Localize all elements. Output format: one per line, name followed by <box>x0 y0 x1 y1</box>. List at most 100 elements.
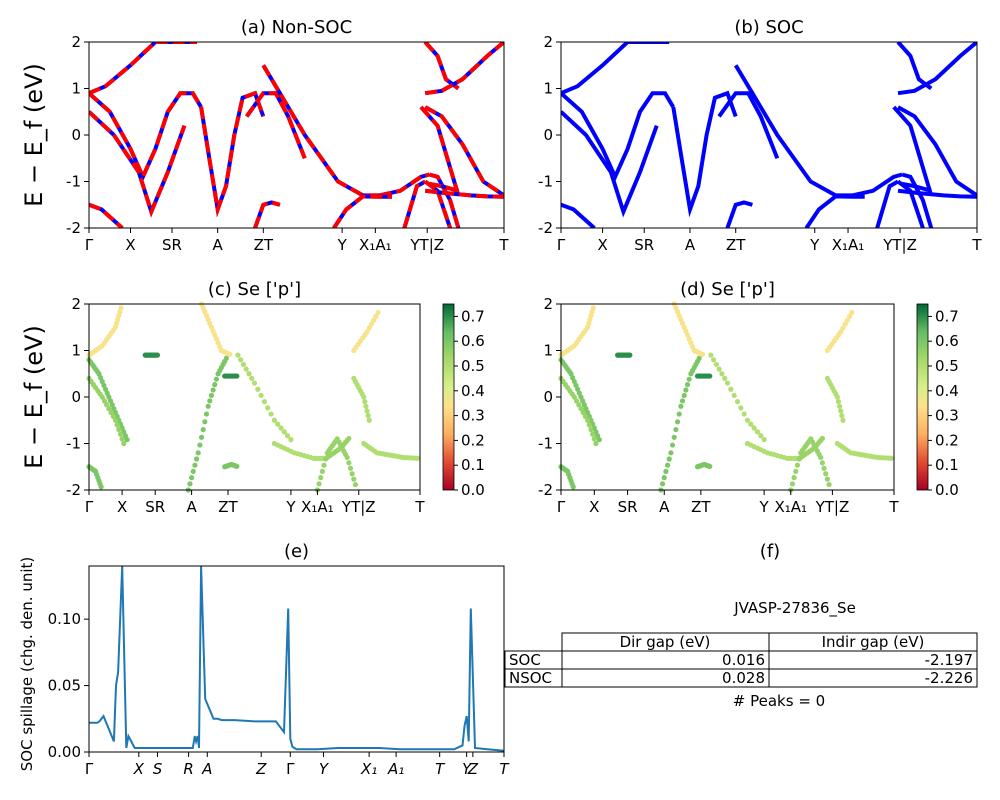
k-point-label: A <box>659 498 670 516</box>
band-point <box>108 409 114 416</box>
band-point <box>578 406 584 412</box>
band-line-red-dashed <box>419 105 461 196</box>
band-point <box>818 454 824 461</box>
band-point <box>347 465 354 471</box>
band-line <box>897 188 977 199</box>
band-line <box>901 181 932 193</box>
band-point <box>288 437 294 443</box>
band-point <box>683 328 689 334</box>
band-point <box>285 433 291 439</box>
k-point-label: Γ <box>557 236 566 254</box>
y-tick-label: 0 <box>543 126 553 144</box>
band-point <box>678 316 684 323</box>
k-point-label: Γ <box>85 760 94 778</box>
band-line-red-dashed <box>424 42 504 96</box>
k-point-label: X <box>117 498 127 516</box>
band-point <box>235 352 241 358</box>
band-point <box>119 436 125 442</box>
band-line-red-dashed <box>261 64 380 198</box>
band-point <box>796 456 802 462</box>
band-point <box>839 413 845 419</box>
band-point <box>683 387 689 393</box>
y-tick-label: -1 <box>66 173 81 191</box>
k-point-label: T <box>888 498 899 516</box>
band-line <box>561 91 676 182</box>
band-point <box>321 462 327 468</box>
band-point <box>364 408 370 414</box>
band-point <box>349 471 355 477</box>
k-point-label: Y <box>759 498 770 516</box>
band-point <box>728 386 734 392</box>
band-lines <box>89 42 504 228</box>
band-point <box>124 437 130 443</box>
row-soc-dir: 0.016 <box>722 651 765 669</box>
band-point <box>844 317 850 323</box>
band-point <box>344 454 350 461</box>
band-point <box>590 431 596 437</box>
band-point <box>793 468 799 474</box>
band-point <box>371 317 377 323</box>
band-point <box>731 392 737 399</box>
y-tick-label: -1 <box>66 435 81 453</box>
y-tick-label: 1 <box>543 80 553 98</box>
band-point <box>838 408 844 414</box>
k-point-label: R <box>183 760 193 778</box>
band-point <box>104 402 110 408</box>
colorbar-tick-label: 0.0 <box>935 481 959 499</box>
y-tick-label: -1 <box>538 173 553 191</box>
k-point-label: X <box>133 760 145 778</box>
k-point-label: T <box>498 236 509 254</box>
y-tick-label: 2 <box>71 295 81 313</box>
spillage-ylabel: SOC spillage (chg. den. unit) <box>18 557 36 772</box>
band-point <box>849 309 855 316</box>
band-point <box>366 325 372 331</box>
k-point-label: YT|Z <box>815 498 850 516</box>
k-point-label: Y <box>809 236 820 254</box>
y-tick-label: 2 <box>71 33 81 51</box>
band-line-red-dashed <box>424 188 504 199</box>
band-point <box>673 305 679 311</box>
band-point <box>679 398 686 404</box>
band-point <box>659 481 666 487</box>
k-point-label: X₁A₁ <box>774 498 807 516</box>
k-point-label: X₁A₁ <box>359 236 392 254</box>
band-line <box>561 42 670 96</box>
colorbar <box>442 303 455 491</box>
band-lines <box>561 42 977 228</box>
band-point <box>666 456 672 462</box>
k-point-label: SR <box>634 236 654 254</box>
k-point-label: ZT <box>218 498 238 516</box>
band-point <box>669 442 676 448</box>
band-point <box>570 484 576 490</box>
peaks-count: # Peaks = 0 <box>733 692 825 710</box>
band-point <box>573 382 579 388</box>
band-point <box>684 382 691 388</box>
band-ylabel-middle: E − E_f (eV) <box>20 325 48 469</box>
band-point <box>238 357 244 363</box>
band-point <box>251 380 258 386</box>
k-point-label: Z <box>467 760 479 778</box>
band-point <box>586 413 592 419</box>
band-point <box>154 352 161 358</box>
band-point <box>585 409 591 416</box>
band-point <box>117 431 124 437</box>
band-point <box>576 390 582 396</box>
band-point <box>205 403 211 409</box>
band-point <box>673 426 679 433</box>
band-point <box>352 481 359 488</box>
k-point-label: YT|Z <box>409 236 444 254</box>
y-tick-label: -2 <box>538 219 553 237</box>
k-point-label: T <box>435 760 446 778</box>
band-point <box>195 450 201 456</box>
colorbar-tick-label: 0.4 <box>935 382 959 400</box>
k-point-label: A <box>213 236 224 254</box>
band-point <box>674 309 681 315</box>
band-line-red-dashed <box>89 202 124 228</box>
band-point <box>323 456 329 462</box>
band-point <box>684 332 691 338</box>
k-point-label: T <box>414 498 425 516</box>
band-point <box>754 429 761 435</box>
band-point <box>202 419 208 425</box>
band-line-red-dashed <box>332 194 392 228</box>
band-line <box>875 179 899 228</box>
